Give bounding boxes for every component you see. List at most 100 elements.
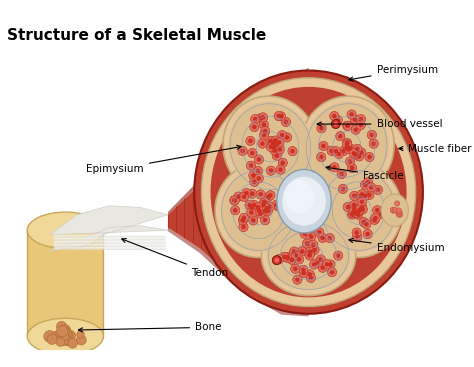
Circle shape — [230, 196, 239, 205]
Circle shape — [250, 192, 255, 196]
Circle shape — [274, 202, 283, 211]
Circle shape — [357, 197, 366, 206]
Circle shape — [288, 147, 297, 156]
Circle shape — [331, 147, 340, 156]
Circle shape — [241, 218, 245, 223]
Circle shape — [278, 158, 287, 167]
Circle shape — [375, 208, 380, 212]
Circle shape — [249, 206, 254, 210]
Circle shape — [275, 138, 284, 147]
Circle shape — [354, 207, 363, 216]
Circle shape — [355, 206, 364, 215]
Circle shape — [346, 144, 355, 153]
Circle shape — [342, 140, 352, 149]
Circle shape — [302, 239, 311, 248]
Circle shape — [352, 228, 361, 237]
Circle shape — [322, 260, 331, 269]
Circle shape — [276, 204, 281, 209]
Circle shape — [281, 160, 285, 165]
Circle shape — [350, 149, 359, 159]
Circle shape — [363, 229, 372, 239]
Circle shape — [257, 209, 262, 213]
Circle shape — [256, 209, 265, 218]
Circle shape — [249, 171, 258, 180]
Circle shape — [354, 152, 358, 157]
Circle shape — [318, 233, 327, 243]
Circle shape — [337, 152, 341, 156]
Circle shape — [278, 167, 283, 172]
Circle shape — [369, 139, 378, 148]
Circle shape — [397, 210, 402, 215]
Circle shape — [44, 331, 55, 342]
Circle shape — [283, 253, 292, 262]
Circle shape — [275, 145, 284, 154]
Circle shape — [272, 139, 277, 143]
Circle shape — [349, 149, 358, 158]
Circle shape — [394, 201, 400, 206]
Circle shape — [274, 202, 283, 211]
Circle shape — [311, 243, 316, 247]
Circle shape — [251, 173, 255, 178]
Circle shape — [349, 112, 354, 117]
Ellipse shape — [228, 102, 312, 192]
Circle shape — [317, 124, 326, 133]
Circle shape — [261, 127, 270, 136]
Circle shape — [259, 200, 268, 210]
Circle shape — [306, 273, 315, 283]
Circle shape — [280, 203, 289, 212]
Circle shape — [292, 251, 301, 260]
Circle shape — [336, 132, 345, 141]
Circle shape — [241, 225, 246, 229]
Circle shape — [259, 131, 269, 140]
Circle shape — [270, 136, 279, 145]
Circle shape — [337, 170, 346, 179]
Ellipse shape — [315, 163, 402, 257]
Circle shape — [359, 117, 363, 121]
Circle shape — [238, 216, 247, 225]
Circle shape — [239, 213, 248, 222]
Circle shape — [355, 205, 364, 214]
Circle shape — [285, 256, 290, 260]
Circle shape — [359, 150, 364, 155]
Circle shape — [290, 247, 299, 256]
Circle shape — [274, 112, 283, 121]
Circle shape — [305, 250, 314, 259]
Circle shape — [234, 192, 243, 201]
Circle shape — [339, 146, 348, 156]
Circle shape — [363, 229, 372, 239]
Circle shape — [247, 203, 256, 212]
Circle shape — [317, 153, 326, 161]
Circle shape — [262, 204, 272, 213]
Circle shape — [328, 262, 333, 267]
Circle shape — [371, 214, 380, 222]
Circle shape — [266, 166, 275, 175]
Circle shape — [265, 202, 274, 211]
Circle shape — [285, 255, 290, 259]
Circle shape — [374, 216, 378, 220]
Circle shape — [367, 183, 376, 192]
Circle shape — [353, 232, 362, 241]
Circle shape — [349, 207, 358, 216]
Circle shape — [355, 152, 364, 161]
Circle shape — [298, 247, 307, 256]
Circle shape — [265, 137, 275, 146]
Circle shape — [299, 269, 308, 277]
Circle shape — [302, 239, 311, 248]
Circle shape — [370, 215, 379, 225]
Circle shape — [256, 157, 261, 162]
Circle shape — [282, 206, 287, 210]
Circle shape — [334, 251, 343, 260]
Circle shape — [265, 209, 270, 213]
Circle shape — [357, 190, 366, 199]
Circle shape — [339, 146, 348, 156]
Circle shape — [282, 205, 287, 210]
Circle shape — [255, 155, 264, 164]
Circle shape — [353, 144, 362, 153]
Circle shape — [357, 148, 366, 157]
Circle shape — [326, 260, 335, 269]
Circle shape — [234, 192, 243, 201]
Circle shape — [352, 228, 361, 237]
Ellipse shape — [282, 177, 326, 226]
Circle shape — [263, 208, 267, 213]
Circle shape — [247, 208, 256, 217]
